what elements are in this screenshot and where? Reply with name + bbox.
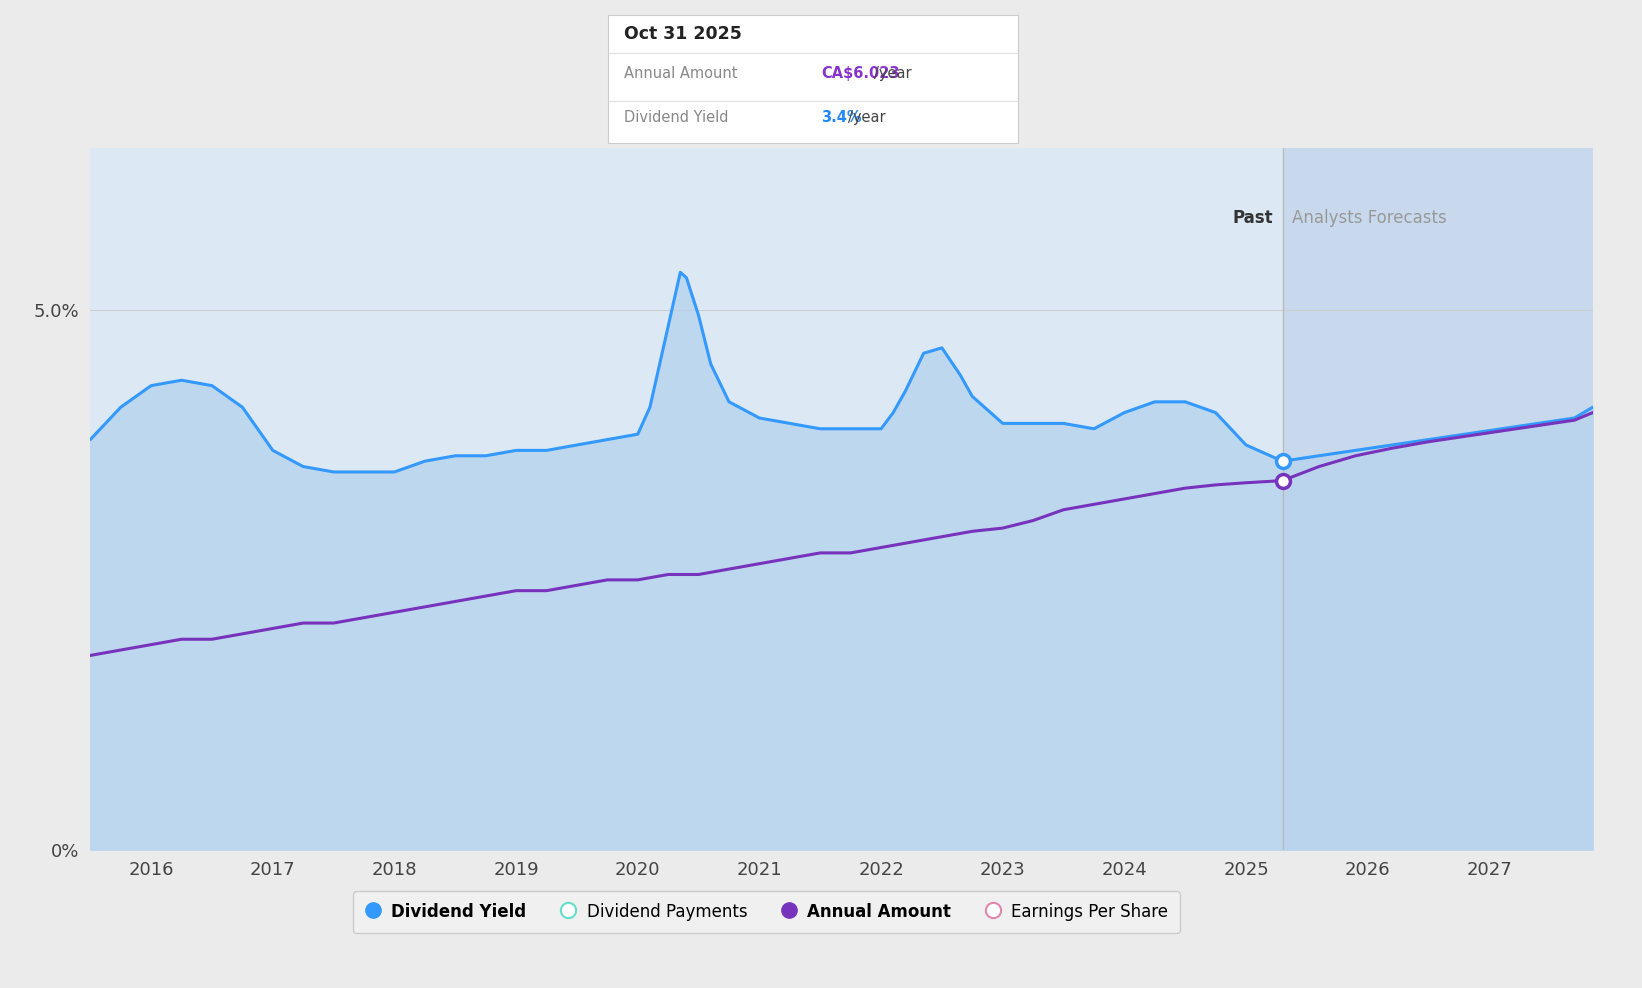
Legend: Dividend Yield, Dividend Payments, Annual Amount, Earnings Per Share: Dividend Yield, Dividend Payments, Annua… bbox=[353, 891, 1179, 933]
Bar bbox=[1282, 148, 1593, 850]
Text: Oct 31 2025: Oct 31 2025 bbox=[624, 25, 742, 43]
Text: /year: /year bbox=[874, 66, 911, 81]
Text: Dividend Yield: Dividend Yield bbox=[624, 110, 729, 124]
Text: 3.4%: 3.4% bbox=[821, 110, 862, 124]
Text: Annual Amount: Annual Amount bbox=[624, 66, 737, 81]
Text: /year: /year bbox=[847, 110, 885, 124]
Text: Past: Past bbox=[1232, 209, 1273, 227]
Text: CA$6.023: CA$6.023 bbox=[821, 66, 900, 81]
Text: Analysts Forecasts: Analysts Forecasts bbox=[1292, 209, 1447, 227]
